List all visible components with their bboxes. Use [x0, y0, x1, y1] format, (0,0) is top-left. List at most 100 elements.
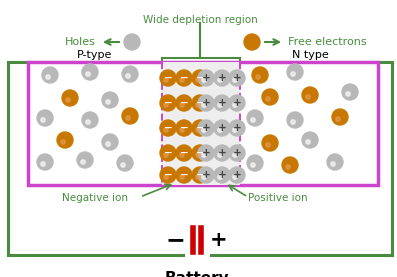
- Text: Holes: Holes: [65, 37, 96, 47]
- Circle shape: [291, 120, 295, 124]
- Circle shape: [229, 145, 245, 161]
- Circle shape: [306, 95, 310, 99]
- Text: +: +: [233, 170, 241, 180]
- Bar: [28, 62, 378, 185]
- Circle shape: [106, 100, 110, 104]
- Circle shape: [287, 64, 303, 80]
- Text: +: +: [233, 73, 241, 83]
- Circle shape: [176, 95, 192, 111]
- Circle shape: [102, 134, 118, 150]
- Circle shape: [336, 117, 340, 121]
- Circle shape: [291, 72, 295, 76]
- Circle shape: [176, 120, 192, 136]
- Bar: [162, 62, 240, 185]
- Circle shape: [262, 135, 278, 151]
- Text: −: −: [196, 148, 204, 158]
- Circle shape: [327, 154, 343, 170]
- Circle shape: [198, 70, 214, 86]
- Circle shape: [286, 165, 290, 169]
- Circle shape: [164, 78, 168, 82]
- Circle shape: [180, 128, 184, 132]
- Circle shape: [102, 92, 118, 108]
- Circle shape: [160, 167, 176, 183]
- Circle shape: [198, 145, 214, 161]
- Circle shape: [192, 95, 208, 111]
- Circle shape: [266, 97, 270, 101]
- Circle shape: [196, 153, 200, 157]
- Circle shape: [342, 84, 358, 100]
- Circle shape: [180, 103, 184, 107]
- Circle shape: [160, 145, 176, 161]
- Circle shape: [266, 143, 270, 147]
- Circle shape: [202, 103, 206, 107]
- Circle shape: [66, 98, 70, 102]
- Circle shape: [331, 162, 335, 166]
- Circle shape: [122, 66, 138, 82]
- Circle shape: [247, 110, 263, 126]
- Circle shape: [176, 145, 192, 161]
- Text: −: −: [164, 123, 172, 133]
- Circle shape: [61, 140, 65, 144]
- Circle shape: [164, 175, 168, 179]
- Circle shape: [247, 155, 263, 171]
- Circle shape: [164, 153, 168, 157]
- Circle shape: [229, 167, 245, 183]
- Circle shape: [282, 157, 298, 173]
- Circle shape: [37, 110, 53, 126]
- Text: Wide depletion region: Wide depletion region: [143, 15, 257, 25]
- Circle shape: [117, 155, 133, 171]
- Circle shape: [124, 34, 140, 50]
- Circle shape: [121, 163, 125, 167]
- Text: −: −: [179, 170, 188, 180]
- Circle shape: [251, 163, 255, 167]
- Circle shape: [164, 103, 168, 107]
- Circle shape: [198, 95, 214, 111]
- Circle shape: [214, 145, 230, 161]
- Circle shape: [214, 167, 230, 183]
- Circle shape: [196, 175, 200, 179]
- Circle shape: [164, 128, 168, 132]
- Circle shape: [82, 64, 98, 80]
- Circle shape: [302, 87, 318, 103]
- Circle shape: [160, 95, 176, 111]
- Circle shape: [244, 34, 260, 50]
- Circle shape: [256, 75, 260, 79]
- Circle shape: [229, 70, 245, 86]
- Circle shape: [306, 140, 310, 144]
- Circle shape: [202, 78, 206, 82]
- Circle shape: [233, 153, 237, 157]
- Text: +: +: [218, 73, 226, 83]
- Circle shape: [214, 120, 230, 136]
- Circle shape: [214, 70, 230, 86]
- Circle shape: [77, 152, 93, 168]
- Circle shape: [233, 103, 237, 107]
- Circle shape: [218, 153, 222, 157]
- Text: +: +: [210, 230, 228, 250]
- Text: −: −: [164, 73, 172, 83]
- Text: +: +: [202, 148, 210, 158]
- Text: +: +: [202, 98, 210, 108]
- Text: −: −: [164, 98, 172, 108]
- Circle shape: [82, 112, 98, 128]
- Circle shape: [176, 167, 192, 183]
- Circle shape: [202, 128, 206, 132]
- Circle shape: [251, 118, 255, 122]
- Circle shape: [176, 70, 192, 86]
- Circle shape: [198, 167, 214, 183]
- Circle shape: [106, 142, 110, 146]
- Circle shape: [302, 132, 318, 148]
- Circle shape: [86, 120, 90, 124]
- Circle shape: [62, 90, 78, 106]
- Circle shape: [37, 154, 53, 170]
- Circle shape: [196, 103, 200, 107]
- Text: +: +: [202, 73, 210, 83]
- Circle shape: [46, 75, 50, 79]
- Text: −: −: [196, 73, 204, 83]
- Circle shape: [233, 175, 237, 179]
- Circle shape: [214, 95, 230, 111]
- Text: +: +: [218, 148, 226, 158]
- Circle shape: [229, 120, 245, 136]
- Circle shape: [218, 128, 222, 132]
- Text: +: +: [233, 148, 241, 158]
- Circle shape: [346, 92, 350, 96]
